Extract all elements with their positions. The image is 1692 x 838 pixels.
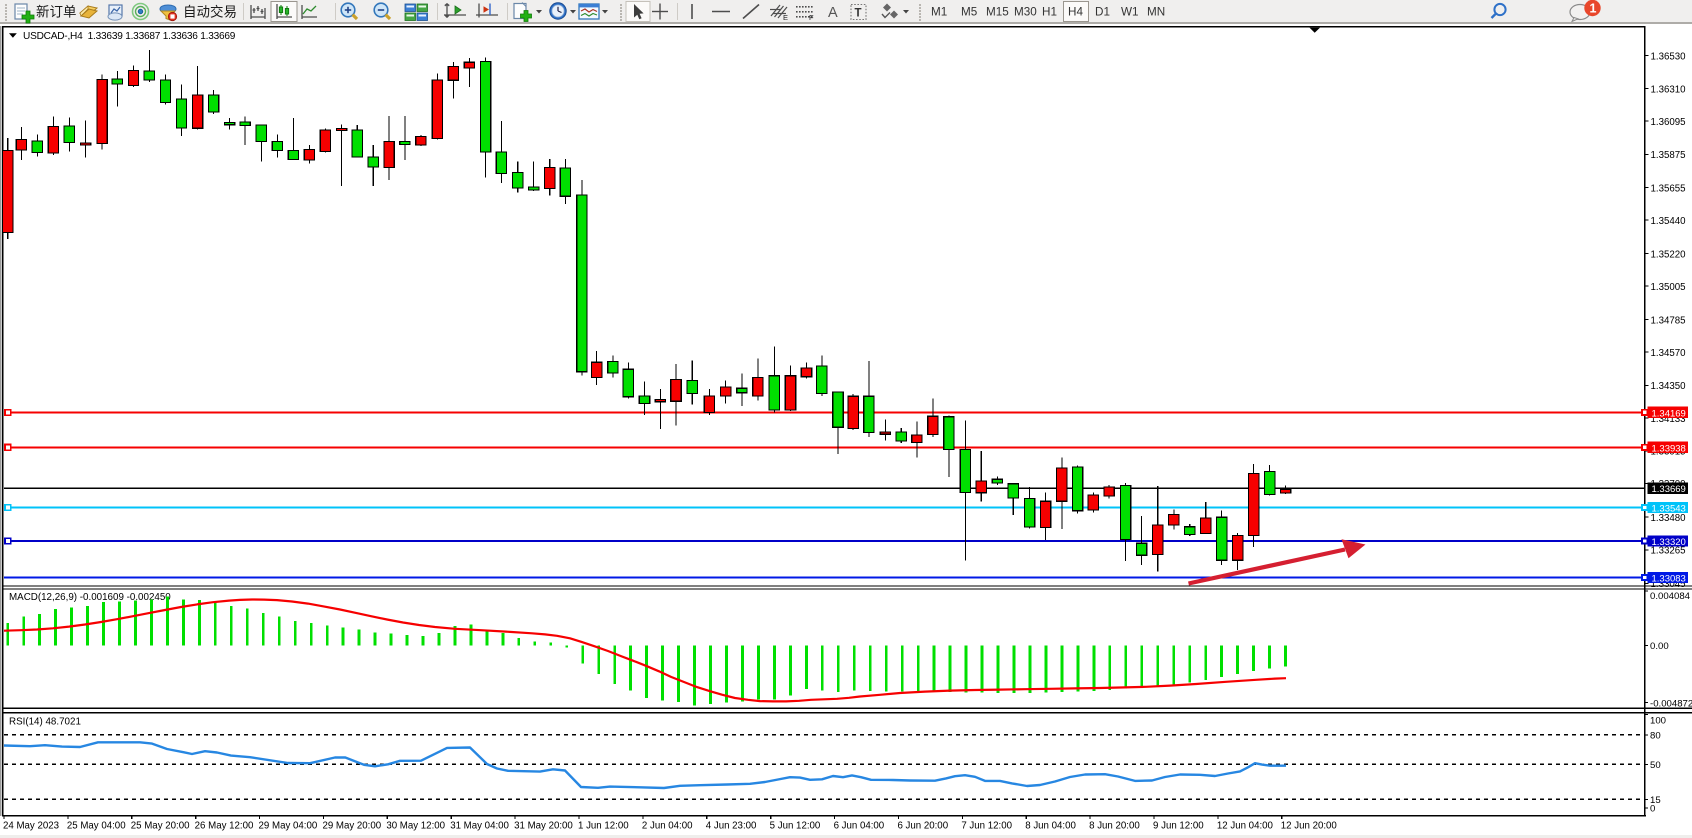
svg-text:1.34570: 1.34570 — [1651, 348, 1687, 359]
svg-text:9 Jun 12:00: 9 Jun 12:00 — [1153, 821, 1204, 832]
svg-text:RSI(14) 48.7021: RSI(14) 48.7021 — [9, 717, 81, 728]
svg-text:30 May 12:00: 30 May 12:00 — [386, 821, 445, 832]
svg-text:1.34133: 1.34133 — [1651, 414, 1686, 425]
svg-text:1.35440: 1.35440 — [1651, 216, 1687, 227]
svg-text:1.36310: 1.36310 — [1651, 84, 1687, 95]
svg-text:15: 15 — [1650, 795, 1661, 806]
svg-text:1.35655: 1.35655 — [1651, 183, 1686, 194]
svg-text:1.33669: 1.33669 — [1652, 484, 1686, 495]
svg-text:0.004084: 0.004084 — [1650, 591, 1691, 602]
svg-text:24 May 2023: 24 May 2023 — [3, 821, 59, 832]
svg-text:1.35220: 1.35220 — [1651, 249, 1687, 260]
svg-text:1.33938: 1.33938 — [1652, 443, 1686, 454]
svg-text:7 Jun 12:00: 7 Jun 12:00 — [961, 821, 1012, 832]
svg-text:0.00: 0.00 — [1650, 641, 1669, 652]
svg-text:F: F — [809, 13, 814, 22]
svg-text:6 Jun 04:00: 6 Jun 04:00 — [834, 821, 885, 832]
svg-text:D1: D1 — [1095, 6, 1110, 19]
svg-text:-0.004872: -0.004872 — [1650, 698, 1692, 709]
svg-text:12 Jun 20:00: 12 Jun 20:00 — [1281, 821, 1338, 832]
svg-text:2 Jun 04:00: 2 Jun 04:00 — [642, 821, 693, 832]
svg-text:M30: M30 — [1014, 6, 1037, 19]
svg-text:M5: M5 — [961, 6, 978, 19]
svg-text:1 Jun 12:00: 1 Jun 12:00 — [578, 821, 629, 832]
svg-text:4 Jun 23:00: 4 Jun 23:00 — [706, 821, 757, 832]
svg-text:1.35005: 1.35005 — [1651, 282, 1686, 293]
svg-text:H1: H1 — [1042, 6, 1057, 19]
svg-text:1.33083: 1.33083 — [1652, 574, 1686, 585]
svg-text:29 May 04:00: 29 May 04:00 — [259, 821, 318, 832]
svg-text:1.33320: 1.33320 — [1652, 537, 1686, 548]
svg-text:0: 0 — [1650, 804, 1655, 815]
svg-text:1.36530: 1.36530 — [1651, 51, 1687, 62]
svg-text:8 Jun 04:00: 8 Jun 04:00 — [1025, 821, 1076, 832]
svg-text:M15: M15 — [986, 6, 1009, 19]
svg-text:W1: W1 — [1121, 6, 1139, 19]
svg-text:6 Jun 20:00: 6 Jun 20:00 — [897, 821, 948, 832]
svg-text:25 May 04:00: 25 May 04:00 — [67, 821, 126, 832]
svg-text:M1: M1 — [931, 6, 947, 19]
svg-text:1: 1 — [1590, 2, 1597, 16]
svg-text:E: E — [783, 13, 788, 22]
svg-text:1.35875: 1.35875 — [1651, 150, 1686, 161]
svg-text:8 Jun 20:00: 8 Jun 20:00 — [1089, 821, 1140, 832]
svg-text:H4: H4 — [1068, 6, 1083, 19]
svg-text:1.34785: 1.34785 — [1651, 315, 1686, 326]
svg-text:自动交易: 自动交易 — [183, 4, 237, 20]
svg-text:80: 80 — [1650, 731, 1661, 742]
svg-text:1.33045: 1.33045 — [1651, 579, 1686, 590]
svg-text:1.33480: 1.33480 — [1651, 513, 1687, 524]
svg-text:12 Jun 04:00: 12 Jun 04:00 — [1217, 821, 1274, 832]
svg-text:1.36095: 1.36095 — [1651, 117, 1686, 128]
svg-text:1.34350: 1.34350 — [1651, 381, 1687, 392]
svg-text:100: 100 — [1650, 716, 1666, 727]
svg-text:USDCAD-,H4 1.33639 1.33687 1.: USDCAD-,H4 1.33639 1.33687 1.33636 1.336… — [23, 31, 236, 42]
svg-text:MACD(12,26,9) -0.001609 -0.002: MACD(12,26,9) -0.001609 -0.002450 — [9, 592, 171, 603]
svg-text:T: T — [855, 8, 862, 20]
svg-text:25 May 20:00: 25 May 20:00 — [131, 821, 190, 832]
svg-text:1.33543: 1.33543 — [1652, 504, 1686, 515]
svg-text:1.34169: 1.34169 — [1652, 408, 1686, 419]
svg-text:A: A — [828, 5, 838, 21]
svg-text:31 May 20:00: 31 May 20:00 — [514, 821, 573, 832]
svg-text:5 Jun 12:00: 5 Jun 12:00 — [770, 821, 821, 832]
svg-text:1.33265: 1.33265 — [1651, 546, 1686, 557]
svg-text:新订单: 新订单 — [36, 5, 77, 20]
svg-text:31 May 04:00: 31 May 04:00 — [450, 821, 509, 832]
svg-text:MN: MN — [1147, 6, 1165, 19]
svg-text:50: 50 — [1650, 760, 1661, 771]
svg-text:26 May 12:00: 26 May 12:00 — [195, 821, 254, 832]
svg-text:29 May 20:00: 29 May 20:00 — [322, 821, 381, 832]
